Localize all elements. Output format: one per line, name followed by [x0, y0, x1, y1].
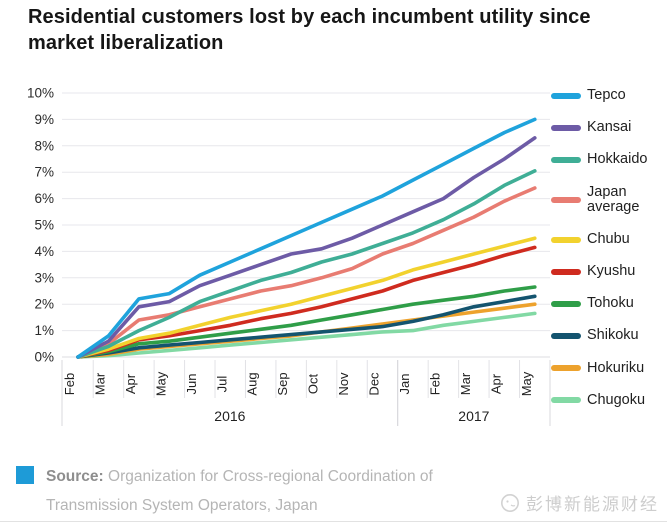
legend-item-shikoku: Shikoku — [551, 328, 663, 343]
y-tick-label: 7% — [34, 165, 54, 180]
source-body: Organization for Cross-regional Coordina… — [46, 468, 433, 515]
legend-item-kansai: Kansai — [551, 119, 663, 136]
legend-label-chubu: Chubu — [587, 230, 630, 247]
legend-item-tohoku: Tohoku — [551, 296, 663, 311]
series-line-tepco — [76, 117, 537, 359]
series-line-chugoku — [76, 311, 537, 359]
month-label: Jan — [397, 374, 412, 395]
series-line-shikoku — [76, 294, 537, 359]
x-axis-month-labels: Feb Mar Apr May Jun Jul Aug Sep Oct Nov Dec Jan Feb M… — [62, 371, 534, 396]
source-row: Source: Organization for Cross-regional … — [16, 462, 496, 521]
series-line-chubu — [76, 236, 537, 359]
legend-item-tepco: Tepco — [551, 87, 663, 103]
chart-title: Residential customers lost by each incum… — [28, 6, 591, 55]
y-tick-label: 5% — [34, 218, 54, 233]
month-label: Dec — [367, 372, 382, 396]
month-label: Apr — [488, 373, 503, 394]
month-label: Feb — [427, 373, 442, 395]
legend-item-hokkaido: Hokkaido — [551, 152, 663, 167]
y-tick-label: 1% — [34, 323, 54, 338]
y-axis-tick-labels: 0% 1% 2% 3% 4% 5% 6% 7% 8% 9% 10% — [27, 86, 54, 365]
legend-swatch-hokkaido — [551, 156, 581, 163]
legend-item-chubu: Chubu — [551, 230, 663, 247]
year-label: 2017 — [458, 408, 489, 424]
watermark-logo-icon — [501, 493, 519, 512]
bottom-divider — [0, 521, 667, 522]
watermark: 彭博新能源财经 — [499, 490, 659, 515]
legend-label-kyushu: Kyushu — [587, 263, 636, 280]
legend-swatch-hokuriku — [551, 365, 581, 372]
legend-swatch-shikoku — [551, 333, 581, 340]
month-label: Feb — [62, 373, 77, 395]
legend-label-kansai: Kansai — [587, 119, 632, 136]
series-line-tohoku — [76, 285, 537, 359]
legend-item-kyushu: Kyushu — [551, 263, 663, 280]
legend-label-shikoku: Shikoku — [587, 327, 639, 344]
source-text: Source: Organization for Cross-regional … — [46, 462, 466, 521]
month-label: Mar — [92, 372, 107, 395]
y-tick-label: 4% — [34, 244, 54, 259]
month-label: Aug — [245, 372, 260, 395]
legend-label-hokkaido: Hokkaido — [587, 151, 648, 168]
source-label: Source: — [46, 468, 104, 485]
gridlines — [62, 92, 550, 358]
series-line-kansai — [76, 136, 537, 359]
series-line-hokkaido — [76, 169, 537, 359]
month-label: Oct — [306, 374, 321, 395]
legend-swatch-tohoku — [551, 300, 581, 307]
month-label: Jul — [214, 376, 229, 393]
y-tick-label: 8% — [34, 138, 54, 153]
legend-item-chugoku: Chugoku — [551, 391, 663, 408]
month-label: Apr — [123, 373, 138, 394]
month-label: Nov — [336, 372, 351, 396]
y-tick-label: 6% — [34, 191, 54, 206]
y-tick-label: 0% — [34, 350, 54, 365]
series-line-japan-average — [76, 186, 537, 359]
legend-label-chugoku: Chugoku — [587, 391, 646, 408]
x-axis-year-labels: 2016 2017 — [214, 408, 489, 424]
legend-swatch-kyushu — [551, 268, 581, 275]
legend-swatch-tepco — [551, 92, 581, 99]
legend-label-tepco: Tepco — [587, 87, 626, 103]
y-tick-label: 2% — [34, 297, 54, 312]
watermark-text: 彭博新能源财经 — [526, 495, 659, 514]
y-tick-label: 10% — [27, 86, 54, 101]
bnef-square-logo — [16, 466, 34, 484]
month-label: Sep — [275, 372, 290, 395]
legend-label-japan-average: Japan average — [587, 183, 640, 215]
legend-item-japan-average: Japan average — [551, 183, 663, 215]
legend-swatch-kansai — [551, 124, 581, 131]
legend-label-tohoku: Tohoku — [587, 295, 634, 312]
legend-swatch-chubu — [551, 236, 581, 243]
month-label: Jun — [184, 374, 199, 395]
legend: Tepco Kansai Hokkaido Japan average Chubu Kyu… — [551, 87, 663, 408]
y-tick-label: 9% — [34, 112, 54, 127]
month-label: May — [153, 371, 168, 396]
legend-swatch-chugoku — [551, 397, 581, 404]
legend-label-hokuriku: Hokuriku — [587, 359, 645, 376]
year-label: 2016 — [214, 408, 245, 424]
legend-item-hokuriku: Hokuriku — [551, 359, 663, 376]
month-label: May — [519, 371, 534, 396]
series-line-kyushu — [76, 245, 537, 359]
legend-swatch-japan-average — [551, 196, 581, 203]
line-chart: 0% 1% 2% 3% 4% 5% 6% 7% 8% 9% 10% Feb Mar Apr May Jun Ju… — [27, 86, 551, 426]
x-axis-separators — [61, 360, 551, 426]
y-tick-label: 3% — [34, 270, 54, 285]
series-lines — [76, 117, 537, 359]
month-label: Mar — [458, 372, 473, 395]
